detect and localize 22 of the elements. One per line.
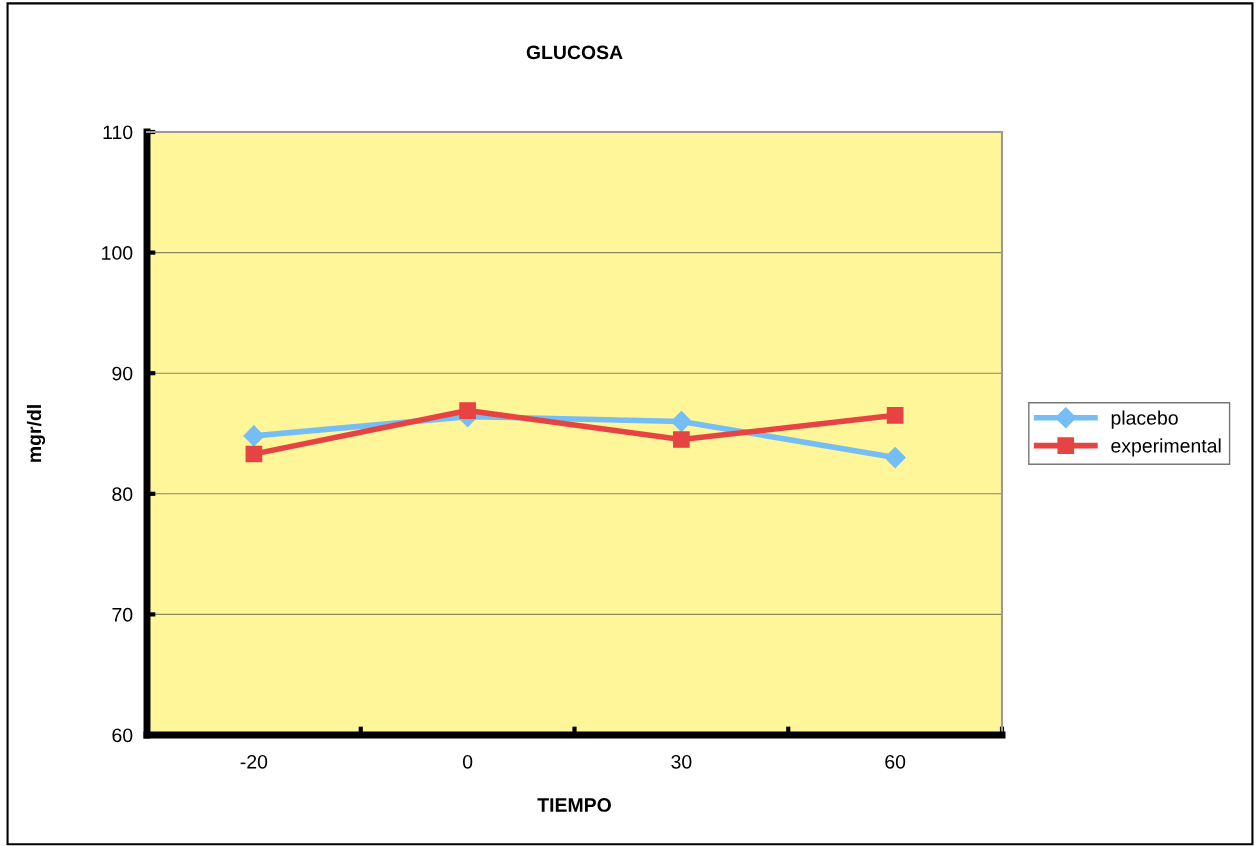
y-tick-label: 70 [112, 607, 133, 622]
y-tick-label: 100 [102, 246, 133, 260]
y-tick-label: 60 [112, 728, 133, 743]
point [886, 407, 904, 424]
point [884, 447, 906, 469]
point [673, 431, 690, 448]
chart-title: GLUCOSA [526, 45, 623, 60]
y-tick-label: 110 [103, 125, 133, 140]
y-axis-title: mgr/dl [26, 405, 46, 462]
point [243, 425, 265, 447]
point [670, 410, 692, 432]
legend-label: experimental [1111, 438, 1221, 457]
y-tick-label: 90 [112, 366, 133, 381]
x-tick-label: -20 [240, 754, 268, 769]
point [459, 402, 476, 419]
point [245, 445, 263, 463]
x-axis-title: TIEMPO [537, 798, 611, 812]
y-tick-label: 80 [112, 487, 133, 502]
x-tick-label: 60 [885, 754, 906, 769]
x-tick-label: 0 [462, 754, 473, 769]
legend-label: placebo [1111, 410, 1178, 429]
x-tick-label: 30 [671, 754, 692, 769]
